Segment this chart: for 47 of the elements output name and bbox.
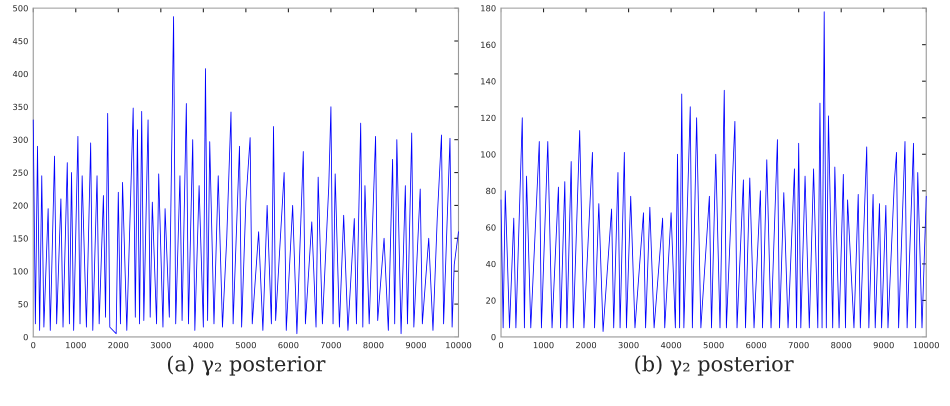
y-tick-label: 0 — [24, 334, 28, 340]
x-axis-title: (b) γ₂ posterior — [635, 355, 794, 376]
y-tick-label: 60 — [486, 224, 496, 231]
x-tick-label: 0 — [31, 342, 36, 348]
y-tick-label: 0 — [491, 334, 496, 340]
y-tick-label: 180 — [481, 5, 496, 12]
x-tick-label: 6000 — [746, 342, 766, 348]
line-series — [32, 16, 459, 334]
x-tick-label: 7000 — [788, 342, 809, 348]
y-tick-label: 250 — [13, 170, 28, 176]
y-tick-label: 500 — [13, 5, 28, 12]
y-tick-label: 100 — [13, 268, 28, 274]
y-tick-label: 350 — [13, 104, 28, 110]
x-tick-label: 5000 — [236, 342, 256, 348]
y-tick-label: 80 — [486, 188, 496, 194]
x-tick-label: 7000 — [320, 342, 341, 348]
y-tick-label: 160 — [481, 42, 496, 48]
x-tick-label: 9000 — [406, 342, 426, 348]
y-tick-label: 140 — [481, 78, 496, 84]
x-tick-label: 0 — [498, 342, 504, 348]
y-tick-label: 300 — [13, 136, 28, 143]
x-tick-label: 1000 — [534, 342, 554, 348]
y-tick-label: 200 — [13, 202, 28, 209]
x-tick-label: 1000 — [66, 342, 86, 348]
x-tick-label: 10000 — [446, 342, 472, 348]
x-tick-label: 4000 — [193, 342, 214, 348]
y-tick-label: 40 — [486, 260, 496, 268]
y-tick-label: 100 — [481, 151, 496, 158]
x-tick-label: 10000 — [914, 342, 939, 348]
x-tick-label: 3000 — [150, 342, 171, 348]
y-tick-label: 20 — [486, 297, 496, 304]
x-tick-label: 9000 — [874, 342, 894, 348]
y-tick-label: 450 — [12, 38, 28, 44]
x-tick-label: 2000 — [108, 342, 128, 348]
x-tick-label: 4000 — [660, 342, 682, 348]
x-tick-label: 8000 — [831, 342, 852, 348]
x-tick-label: 3000 — [618, 342, 639, 348]
x-axis-title: (a) γ₂ posterior — [168, 355, 326, 376]
y-tick-label: 50 — [18, 301, 28, 308]
x-tick-label: 8000 — [363, 342, 384, 348]
y-tick-label: 150 — [13, 235, 28, 242]
x-tick-label: 6000 — [278, 342, 298, 348]
x-tick-label: 2000 — [576, 342, 596, 348]
y-tick-label: 400 — [12, 70, 28, 78]
line-series — [500, 11, 927, 332]
y-tick-label: 120 — [481, 114, 496, 122]
x-tick-label: 5000 — [704, 342, 724, 348]
